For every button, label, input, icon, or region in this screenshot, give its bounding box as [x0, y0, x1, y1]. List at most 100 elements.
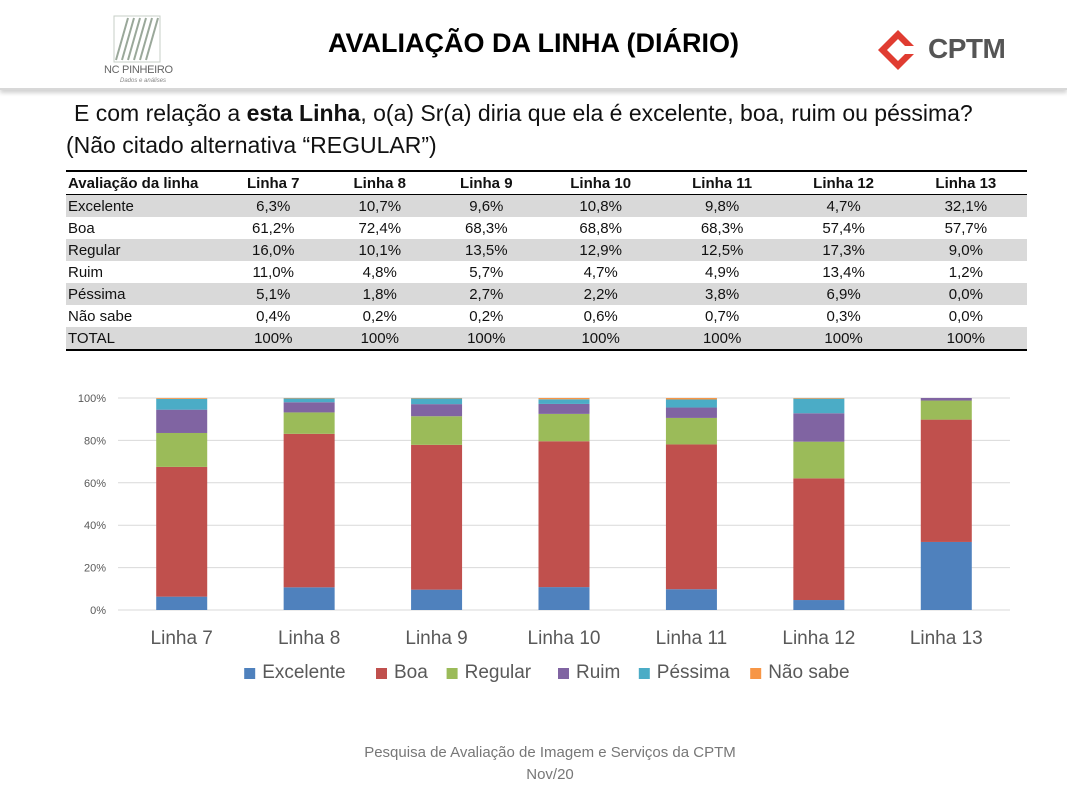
- survey-question: E com relação a esta Linha, o(a) Sr(a) d…: [66, 97, 1026, 161]
- bar-segment: [283, 433, 335, 588]
- bar-segment: [538, 403, 590, 414]
- table-row: Boa 61,2% 72,4% 68,3% 68,8% 68,3% 57,4% …: [66, 217, 1027, 239]
- table-header-cell: Linha 10: [570, 174, 632, 192]
- table-cell: 13,4%: [822, 263, 865, 281]
- cptm-logo: CPTM: [876, 28, 1016, 72]
- table-cell: 0,7%: [705, 307, 740, 325]
- table-cell: 17,3%: [822, 241, 865, 259]
- table-row: Péssima 5,1% 1,8% 2,7% 2,2% 3,8% 6,9% 0,…: [66, 283, 1027, 305]
- table-cell: 0,0%: [948, 307, 983, 325]
- nc-pinheiro-logo-name: NC PINHEIRO: [104, 64, 173, 76]
- table-cell: Regular: [68, 241, 121, 259]
- question-line-1: E com relação a esta Linha, o(a) Sr(a) d…: [66, 97, 1026, 129]
- legend-swatch: [558, 668, 569, 679]
- bar-segment: [411, 444, 463, 590]
- bar-segment: [665, 407, 717, 418]
- table-row: Ruim 11,0% 4,8% 5,7% 4,7% 4,9% 13,4% 1,2…: [66, 261, 1027, 283]
- table-cell: TOTAL: [68, 329, 115, 347]
- bar-segment: [793, 441, 845, 479]
- table-cell: 5,7%: [469, 263, 504, 281]
- table-cell: 100%: [467, 329, 506, 347]
- table-row: TOTAL 100% 100% 100% 100% 100% 100% 100%: [66, 327, 1027, 350]
- bar-segment: [156, 409, 208, 433]
- header-bar: NC PINHEIRO Dados e análises AVALIAÇÃO D…: [0, 0, 1067, 90]
- bar-segment: [920, 400, 972, 420]
- footer-line-1: Pesquisa de Avaliação de Imagem e Serviç…: [364, 744, 736, 761]
- table-row: Não sabe 0,4% 0,2% 0,2% 0,6% 0,7% 0,3% 0…: [66, 305, 1027, 327]
- table-cell: 9,6%: [469, 197, 504, 215]
- table-header-cell: Avaliação da linha: [68, 174, 199, 192]
- table-cell: 1,8%: [362, 285, 397, 303]
- legend-swatch: [638, 668, 650, 679]
- bar-segment: [665, 417, 717, 445]
- table-cell: 0,0%: [948, 285, 983, 303]
- table-cell: 4,9%: [705, 263, 740, 281]
- legend-label: Ruim: [576, 662, 620, 683]
- table-cell: Não sabe: [68, 307, 133, 325]
- table-cell: 9,8%: [705, 197, 740, 215]
- bar-segment: [156, 398, 208, 410]
- y-tick-label: 40%: [84, 520, 106, 532]
- bar-segment: [538, 398, 590, 400]
- bar-segment: [538, 399, 590, 404]
- bar-segment: [411, 416, 463, 445]
- x-tick-label: Linha 13: [910, 628, 983, 649]
- table-header-cell: Linha 7: [247, 174, 300, 192]
- bar-segment: [283, 412, 335, 434]
- table-cell: 6,3%: [256, 197, 291, 215]
- table-cell: 68,3%: [700, 219, 744, 237]
- table-cell: 16,0%: [251, 241, 295, 259]
- y-tick-label: 0%: [90, 605, 106, 617]
- table-cell: Péssima: [68, 285, 126, 303]
- table-cell: 10,8%: [579, 197, 622, 215]
- table-cell: 11,0%: [252, 263, 294, 281]
- cptm-logo-mark: [878, 30, 920, 70]
- table-cell: 2,7%: [469, 285, 504, 303]
- bar-segment: [538, 587, 590, 610]
- bar-segment: [920, 398, 972, 401]
- stacked-bar-chart: 0% 20% 40% 60% 80% 100% Linha 7 Linha 8 Linha 9 L…: [0, 380, 1067, 700]
- question-text-start: E com relação a: [74, 100, 247, 126]
- table-cell: 100%: [254, 329, 293, 347]
- table-cell: 9,0%: [948, 241, 983, 259]
- bar-segment: [793, 398, 845, 399]
- table-cell: 32,1%: [944, 197, 988, 215]
- table-cell: 100%: [824, 329, 863, 347]
- bar-segment: [538, 413, 590, 442]
- table-cell: 0,6%: [583, 307, 618, 325]
- table-cell: 0,2%: [469, 307, 504, 325]
- legend-swatch: [446, 668, 458, 679]
- table-cell: 12,5%: [700, 241, 744, 259]
- x-tick-label: Linha 8: [278, 628, 340, 649]
- bar-segment: [665, 589, 717, 610]
- table-header-cell: Linha 9: [460, 174, 513, 192]
- table-cell: Ruim: [68, 263, 104, 281]
- table-row: Regular 16,0% 10,1% 13,5% 12,9% 12,5% 17…: [66, 239, 1027, 261]
- table-cell: Excelente: [68, 197, 134, 215]
- table-cell: 2,2%: [583, 285, 618, 303]
- legend-label: Péssima: [657, 662, 730, 683]
- x-tick-label: Linha 9: [405, 628, 467, 649]
- table-cell: 5,1%: [256, 285, 291, 303]
- x-tick-label: Linha 11: [656, 628, 728, 649]
- table-cell: 100%: [360, 329, 399, 347]
- table-header-cell: Linha 11: [692, 174, 753, 192]
- table-cell: 57,7%: [944, 219, 988, 237]
- bar-segment: [283, 398, 335, 403]
- table-cell: 100%: [946, 329, 986, 347]
- legend-label: Excelente: [262, 662, 345, 683]
- footer-line-2: Nov/20: [526, 766, 574, 783]
- nc-pinheiro-logo-tagline: Dados e análises: [120, 78, 167, 84]
- table-cell: 4,8%: [362, 263, 397, 281]
- table-cell: 6,9%: [826, 285, 861, 303]
- bar-segment: [665, 399, 717, 408]
- table-header-cell: Linha 13: [935, 174, 997, 192]
- bar-segment: [793, 600, 845, 610]
- evaluation-table: Avaliação da linha Linha 7 Linha 8 Linha…: [66, 170, 1027, 351]
- bar-segment: [920, 419, 972, 542]
- table-cell: 4,7%: [826, 197, 861, 215]
- bar-segment: [793, 413, 845, 442]
- x-tick-label: Linha 7: [151, 628, 213, 649]
- bar-segment: [411, 404, 463, 417]
- y-tick-label: 60%: [84, 478, 106, 490]
